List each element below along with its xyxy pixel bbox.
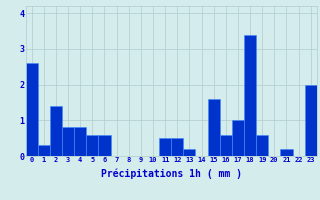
Bar: [220, 135, 232, 156]
Bar: [159, 138, 171, 156]
Bar: [244, 35, 256, 156]
Bar: [208, 99, 220, 156]
Bar: [86, 135, 99, 156]
Bar: [74, 127, 86, 156]
X-axis label: Précipitations 1h ( mm ): Précipitations 1h ( mm ): [101, 169, 242, 179]
Bar: [256, 135, 268, 156]
Bar: [183, 149, 196, 156]
Bar: [99, 135, 110, 156]
Bar: [38, 145, 50, 156]
Bar: [62, 127, 74, 156]
Bar: [50, 106, 62, 156]
Bar: [280, 149, 292, 156]
Bar: [26, 63, 38, 156]
Bar: [305, 85, 317, 156]
Bar: [171, 138, 183, 156]
Bar: [232, 120, 244, 156]
